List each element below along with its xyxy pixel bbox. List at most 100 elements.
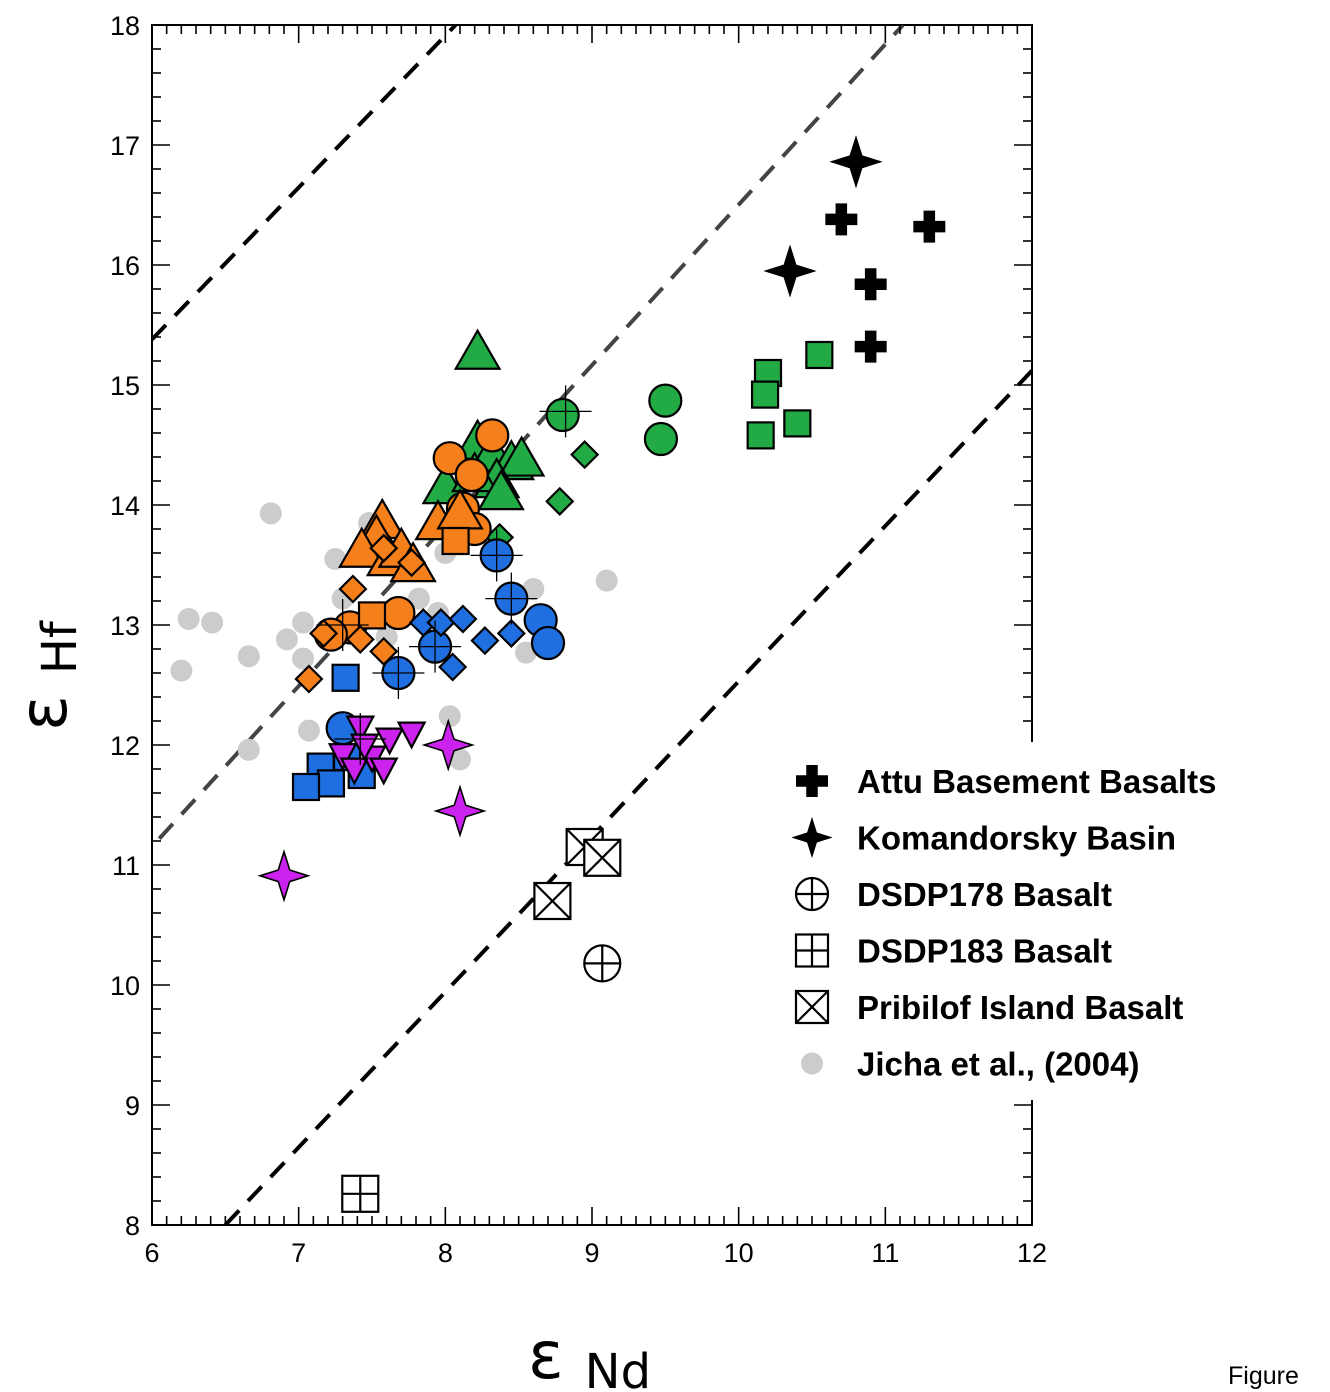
x-tick-label: 7 <box>291 1238 306 1268</box>
series-pribilof-island-basalt <box>533 827 622 921</box>
y-tick-label: 17 <box>110 131 140 161</box>
series-diamond-f57f1a <box>294 533 427 694</box>
crosshair <box>372 647 425 699</box>
series-star4-cc22ee <box>257 718 487 903</box>
data-point <box>297 719 320 742</box>
data-point <box>441 526 470 556</box>
x-tick-label: 11 <box>871 1238 899 1268</box>
y-tick-label: 14 <box>110 491 140 521</box>
data-point <box>854 330 887 363</box>
x-tick-label: 9 <box>584 1238 599 1268</box>
crosshair <box>539 385 592 438</box>
data-point <box>448 604 478 634</box>
data-point <box>407 587 430 610</box>
data-point <box>349 733 380 762</box>
data-point <box>530 625 566 661</box>
x-tick-label: 8 <box>438 1238 453 1268</box>
legend-label: DSDP183 Basalt <box>857 933 1112 970</box>
legend-marker <box>791 816 833 859</box>
y-tick-label: 18 <box>110 11 140 41</box>
legend-marker <box>794 876 830 912</box>
crosshair <box>316 599 369 651</box>
data-point <box>396 721 427 750</box>
y-tick-label: 11 <box>112 851 140 881</box>
data-point <box>291 772 321 802</box>
data-point <box>368 757 399 786</box>
series-komandorsky-basin <box>763 135 883 298</box>
y-tick-label: 12 <box>110 731 140 761</box>
y-tick-label: 13 <box>110 611 140 641</box>
legend-marker <box>794 933 830 968</box>
data-point <box>177 608 200 630</box>
data-point <box>583 838 622 877</box>
legend-label: Pribilof Island Basalt <box>857 989 1183 1026</box>
legend-label: Attu Basement Basalts <box>857 763 1216 800</box>
x-axis-symbol: ε <box>528 1317 564 1392</box>
reference-line-2 <box>157 25 905 840</box>
data-point <box>341 1174 380 1213</box>
legend-marker <box>796 765 828 797</box>
crosshair <box>485 572 538 625</box>
series-square-22aa44 <box>746 340 834 450</box>
y-axis-subscript: Hf <box>32 620 88 674</box>
data-point <box>913 210 946 243</box>
data-point <box>470 626 500 656</box>
data-point <box>805 340 834 370</box>
data-point <box>595 569 618 592</box>
data-point <box>477 468 525 511</box>
figure-caption: Figure <box>1228 1362 1299 1390</box>
y-axis-symbol: ε <box>5 695 82 731</box>
data-point <box>583 944 622 983</box>
series-dsdp178-basalt <box>583 944 622 983</box>
data-point <box>433 784 487 838</box>
data-point <box>475 418 510 453</box>
x-tick-label: 12 <box>1017 1238 1047 1268</box>
y-tick-label: 15 <box>110 371 140 401</box>
y-axis-label: ε Hf <box>5 620 88 731</box>
legend-item: DSDP178 Basalt <box>794 876 1112 913</box>
data-point <box>750 380 780 409</box>
data-point <box>648 383 683 418</box>
legend-item: Jicha et al., (2004) <box>801 1046 1139 1083</box>
reference-lines <box>152 25 1032 1225</box>
legend-item: DSDP183 Basalt <box>794 933 1112 970</box>
series-diamond-1f6fe0 <box>408 604 526 682</box>
legend-marker <box>794 989 830 1025</box>
x-tick-label: 10 <box>724 1238 754 1268</box>
data-point <box>829 135 883 189</box>
x-axis-label: ε Nd <box>528 1317 651 1392</box>
data-point <box>454 457 489 493</box>
data-point <box>259 502 282 525</box>
data-point <box>746 421 775 450</box>
crosshair <box>409 620 462 673</box>
y-tick-label: 10 <box>110 971 140 1001</box>
y-tick-label: 8 <box>125 1211 140 1241</box>
data-point <box>237 645 260 668</box>
data-point <box>275 628 298 651</box>
data-point <box>397 548 427 578</box>
legend-label: DSDP178 Basalt <box>857 876 1112 913</box>
crosshair-marks <box>316 385 592 765</box>
series-jicha-et-al-2004 <box>170 502 618 771</box>
data-point <box>369 533 399 563</box>
data-point <box>331 663 360 692</box>
data-point <box>292 647 315 670</box>
data-point <box>783 409 812 438</box>
x-axis-subscript: Nd <box>585 1344 651 1392</box>
data-point <box>643 421 679 457</box>
data-point <box>345 624 375 654</box>
data-point <box>237 738 260 761</box>
data-point <box>854 268 887 301</box>
reference-line-1 <box>152 25 458 341</box>
data-point <box>316 769 346 798</box>
legend-background <box>775 742 1325 1100</box>
data-point <box>381 595 416 631</box>
data-point <box>570 440 600 470</box>
x-tick-label: 6 <box>144 1238 159 1268</box>
data-point <box>438 705 461 728</box>
legend-item: Pribilof Island Basalt <box>794 989 1183 1026</box>
series-square-f57f1a <box>357 526 470 630</box>
data-point <box>294 664 324 694</box>
legend-item: Komandorsky Basin <box>791 816 1176 859</box>
